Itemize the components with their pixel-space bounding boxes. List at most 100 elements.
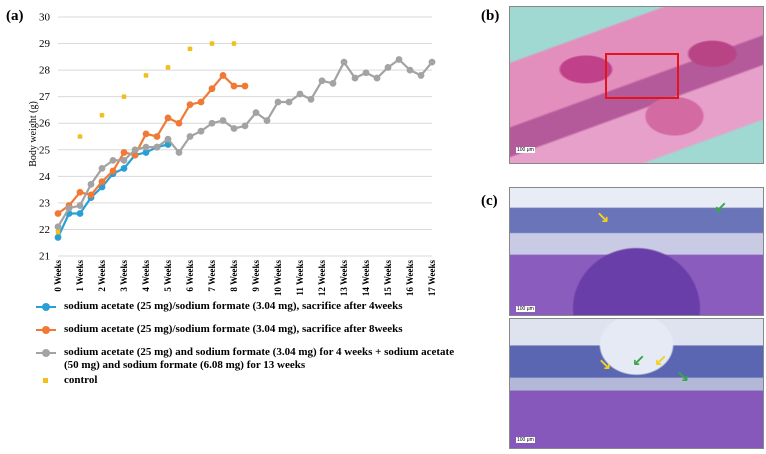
control-point — [165, 65, 171, 70]
data-point — [230, 82, 238, 90]
control-point — [187, 46, 193, 52]
data-point — [109, 157, 117, 164]
data-point — [274, 98, 282, 106]
data-point — [362, 69, 370, 77]
y-tick-label: 28 — [39, 65, 51, 77]
data-point — [307, 95, 315, 103]
x-tick-label: 11 Weeks — [295, 260, 305, 296]
x-tick-label: 2 Weeks — [97, 260, 107, 292]
data-point — [318, 77, 326, 85]
data-point — [142, 130, 150, 138]
y-tick-label: 29 — [39, 38, 51, 50]
data-point — [120, 149, 128, 156]
legend-item-8weeks: sodium acetate (25 mg)/sodium formate (3… — [36, 323, 456, 336]
data-point — [120, 164, 128, 172]
data-point — [164, 114, 172, 122]
data-point — [197, 98, 205, 106]
legend-marker-8weeks-icon — [42, 326, 50, 334]
x-tick-label: 3 Weeks — [119, 260, 129, 292]
legend-label-4weeks: sodium acetate (25 mg)/sodium formate (3… — [64, 300, 403, 312]
body-weight-chart: 21 22 23 24 25 26 27 28 29 30 0 Weeks 1 Weeks 2 Week… — [28, 12, 437, 297]
x-tick-label: 16 Weeks — [405, 260, 415, 297]
control-point — [121, 94, 127, 99]
y-tick-label: 30 — [39, 12, 51, 24]
control-point — [231, 41, 237, 46]
data-point — [76, 210, 84, 217]
chart-gridlines — [58, 16, 432, 257]
panel-b-label: (b) — [481, 8, 500, 24]
x-tick-label: 15 Weeks — [383, 260, 393, 297]
data-point — [219, 72, 227, 79]
x-tick-label: 12 Weeks — [317, 260, 327, 297]
yellow-arrow-icon: ↘ — [598, 355, 612, 374]
legend-marker-control-icon — [43, 378, 48, 383]
green-arrow-icon: ↙ — [714, 198, 728, 217]
data-point — [142, 143, 150, 151]
legend-label-17weeks: sodium acetate (25 mg) and sodium format… — [64, 346, 455, 371]
x-tick-label: 10 Weeks — [273, 260, 283, 297]
data-point — [395, 56, 403, 63]
data-point — [87, 191, 95, 199]
data-point — [54, 210, 62, 217]
data-point — [340, 58, 348, 66]
y-tick-label: 23 — [39, 197, 51, 209]
y-tick-label: 27 — [39, 91, 51, 103]
data-point — [98, 178, 106, 186]
panel-c-label: (c) — [481, 193, 498, 209]
x-tick-label: 17 Weeks — [427, 260, 437, 297]
data-point — [109, 167, 117, 175]
data-point — [417, 72, 425, 79]
x-tick-label: 13 Weeks — [339, 260, 349, 297]
x-tick-label: 0 Weeks — [53, 260, 63, 292]
data-point — [406, 66, 414, 74]
data-point — [373, 74, 381, 82]
y-tick-label: 24 — [39, 171, 51, 183]
control-point — [55, 229, 61, 235]
data-point — [153, 133, 161, 140]
control-point — [209, 41, 215, 46]
scale-bar-b: 100 μm — [516, 147, 535, 153]
control-point — [77, 134, 83, 139]
chart-series — [54, 41, 436, 241]
x-tick-label: 8 Weeks — [229, 260, 239, 292]
legend-item-control: control — [36, 374, 456, 387]
x-tick-label: 9 Weeks — [251, 260, 261, 292]
data-point — [208, 85, 216, 93]
y-tick-label: 22 — [39, 224, 50, 236]
data-point — [285, 98, 293, 106]
control-point — [99, 112, 105, 118]
data-point — [384, 64, 392, 71]
data-point — [241, 82, 249, 90]
scale-bar-c-top: 100 μm — [516, 306, 535, 312]
data-point — [329, 79, 337, 87]
data-point — [428, 58, 436, 66]
legend-marker-17weeks-icon — [42, 349, 50, 357]
x-tick-label: 5 Weeks — [163, 260, 173, 292]
data-point — [351, 74, 359, 82]
y-tick-label: 25 — [39, 144, 51, 156]
micrograph-c-bottom: ↘ ↙ ↙ ↘ 100 μm — [509, 318, 764, 449]
data-point — [208, 119, 216, 127]
micrograph-c-top: ↘ ↙ 100 μm — [509, 187, 764, 316]
data-point — [252, 109, 260, 116]
y-tick-label: 26 — [39, 118, 51, 130]
legend-label-control: control — [64, 374, 98, 386]
control-point — [143, 73, 149, 78]
scale-bar-c-bottom: 100 μm — [516, 437, 535, 443]
data-point — [175, 119, 183, 127]
x-tick-label: 14 Weeks — [361, 260, 371, 297]
data-point — [230, 125, 238, 132]
green-arrow-icon: ↘ — [676, 367, 690, 386]
data-point — [142, 149, 150, 156]
data-point — [219, 117, 227, 124]
green-arrow-icon: ↙ — [632, 351, 646, 370]
legend-item-4weeks: sodium acetate (25 mg)/sodium formate (3… — [36, 300, 456, 313]
y-tick-label: 21 — [39, 251, 50, 263]
data-point — [65, 204, 73, 212]
yellow-arrow-icon: ↙ — [654, 351, 668, 370]
data-point — [186, 133, 194, 140]
data-point — [263, 117, 271, 124]
data-point — [131, 146, 139, 154]
chart-legend: sodium acetate (25 mg)/sodium formate (3… — [36, 300, 456, 397]
data-point — [87, 180, 95, 188]
